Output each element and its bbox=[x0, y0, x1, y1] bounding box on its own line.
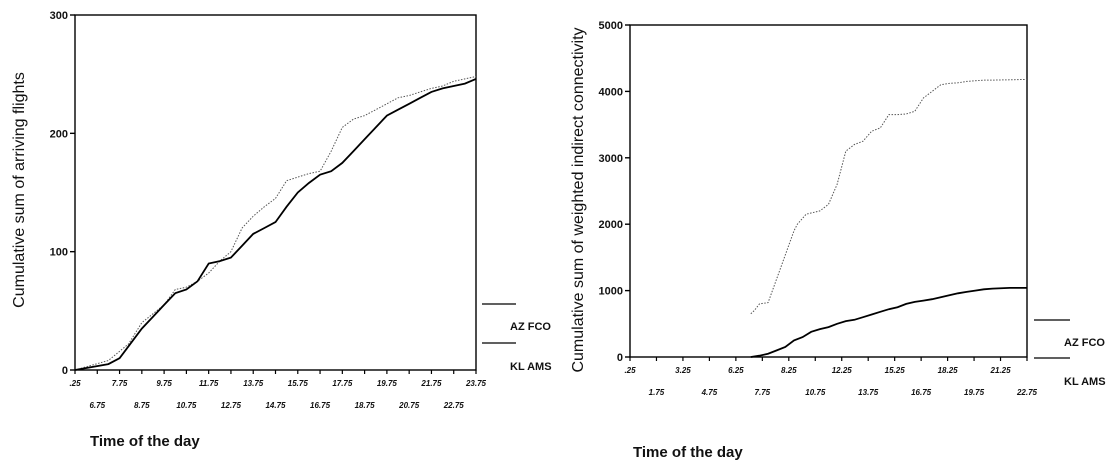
legend-right-label-kl: KL AMS bbox=[1064, 376, 1106, 388]
chart-left-series-az-fco bbox=[74, 76, 477, 371]
chart-right-x-tick-label-top: 3.25 bbox=[675, 366, 691, 375]
chart-left-x-tick-label-top: 9.75 bbox=[156, 379, 172, 388]
chart-right-x-tick-label-bottom: 22.75 bbox=[1016, 388, 1038, 397]
chart-left-frame bbox=[74, 14, 477, 371]
legend-left-label-az: AZ FCO bbox=[510, 321, 551, 333]
chart-right-y-tick-label: 0 bbox=[617, 352, 623, 364]
chart-right-x-tick-label-bottom: 4.75 bbox=[701, 388, 718, 397]
chart-right-y-tick-label: 2000 bbox=[599, 219, 623, 231]
chart-right-x-axis-title: Time of the day bbox=[633, 444, 743, 461]
chart-right-x-tick-label-top: 15.25 bbox=[885, 366, 906, 375]
chart-right-series bbox=[750, 78, 1028, 358]
chart-left-x-tick-label-top: 17.75 bbox=[332, 379, 353, 388]
chart-left-x-tick-label-top: 7.75 bbox=[112, 379, 128, 388]
chart-left-series-kl-ams bbox=[74, 78, 477, 371]
chart-left-x-tick-label-bottom: 12.75 bbox=[221, 401, 242, 410]
chart-left-x-ticks: .25 7.75 9.75 11.75 13.75 15.75 17.75 19.75 21.7… bbox=[69, 370, 487, 410]
chart-right-x-tick-label-top: 6.25 bbox=[728, 366, 744, 375]
chart-left-x-tick-label-top: .25 bbox=[69, 379, 81, 388]
chart-right-series-kl-ams bbox=[750, 286, 1027, 358]
chart-left-x-tick-label-bottom: 6.75 bbox=[89, 401, 105, 410]
chart-left-x-tick-label-bottom: 22.75 bbox=[443, 401, 465, 410]
chart-left-x-tick-label-top: 21.75 bbox=[420, 379, 442, 388]
chart-right-x-tick-label-bottom: 16.75 bbox=[911, 388, 932, 397]
chart-right-x-tick-label-bottom: 10.75 bbox=[805, 388, 826, 397]
chart-left-x-tick-label-top: 19.75 bbox=[377, 379, 398, 388]
chart-right-y-axis-title: Cumulative sum of weighted indirect conn… bbox=[570, 27, 587, 372]
chart-left-x-tick-label-top: 13.75 bbox=[243, 379, 264, 388]
chart-left-x-axis-title: Time of the day bbox=[90, 433, 200, 450]
chart-left-x-tick-label-top: 15.75 bbox=[288, 379, 309, 388]
chart-right: 0 1000 2000 3000 4000 5000 .25 3.25 6.25 8.25 12.… bbox=[570, 20, 1106, 461]
chart-left-x-tick-label-bottom: 20.75 bbox=[398, 401, 420, 410]
chart-left-y-tick-label: 100 bbox=[50, 247, 68, 259]
chart-left-y-ticks: 0 100 200 300 bbox=[50, 10, 75, 377]
chart-right-x-tick-label-top: 21.25 bbox=[990, 366, 1012, 375]
chart-right-x-tick-label-bottom: 19.75 bbox=[964, 388, 985, 397]
chart-left-x-tick-label-bottom: 16.75 bbox=[310, 401, 331, 410]
chart-right-x-ticks: .25 3.25 6.25 8.25 12.25 15.25 18.25 21.25 1.75 4… bbox=[624, 357, 1038, 397]
chart-right-y-ticks: 0 1000 2000 3000 4000 5000 bbox=[599, 20, 630, 364]
chart-left-x-tick-label-bottom: 10.75 bbox=[176, 401, 197, 410]
chart-right-x-tick-label-bottom: 1.75 bbox=[649, 388, 665, 397]
chart-right-x-tick-label-bottom: 7.75 bbox=[755, 388, 771, 397]
chart-left-x-tick-label-bottom: 14.75 bbox=[265, 401, 286, 410]
chart-right-frame bbox=[629, 24, 1028, 358]
chart-left: 0 100 200 300 .25 7.75 9.75 11.75 13.75 15.75 17.… bbox=[11, 10, 552, 450]
legend-left-label-kl: KL AMS bbox=[510, 361, 552, 373]
chart-right-y-tick-label: 3000 bbox=[599, 153, 623, 165]
chart-right-y-tick-label: 5000 bbox=[599, 20, 623, 32]
chart-left-series bbox=[74, 76, 477, 371]
chart-left-y-tick-label: 300 bbox=[50, 10, 68, 22]
chart-right-x-tick-label-bottom: 13.75 bbox=[858, 388, 879, 397]
chart-left-y-axis-title: Cumulative sum of arriving flights bbox=[11, 72, 28, 308]
chart-left-x-tick-label-bottom: 8.75 bbox=[134, 401, 150, 410]
legend-right-label-az: AZ FCO bbox=[1064, 337, 1105, 349]
chart-left-x-tick-label-top: 23.75 bbox=[465, 379, 487, 388]
chart-right-y-tick-label: 1000 bbox=[599, 286, 623, 298]
chart-right-x-tick-label-top: 12.25 bbox=[832, 366, 853, 375]
chart-right-x-tick-label-top: .25 bbox=[624, 366, 636, 375]
chart-left-x-tick-label-top: 11.75 bbox=[199, 379, 219, 388]
chart-right-series-az-fco bbox=[750, 78, 1028, 315]
chart-right-y-tick-label: 4000 bbox=[599, 86, 623, 98]
chart-left-x-tick-label-bottom: 18.75 bbox=[355, 401, 376, 410]
chart-right-x-tick-label-top: 18.25 bbox=[938, 366, 959, 375]
chart-left-y-tick-label: 200 bbox=[50, 128, 68, 140]
chart-left-y-tick-label: 0 bbox=[62, 365, 68, 377]
chart-right-x-tick-label-top: 8.25 bbox=[781, 366, 797, 375]
